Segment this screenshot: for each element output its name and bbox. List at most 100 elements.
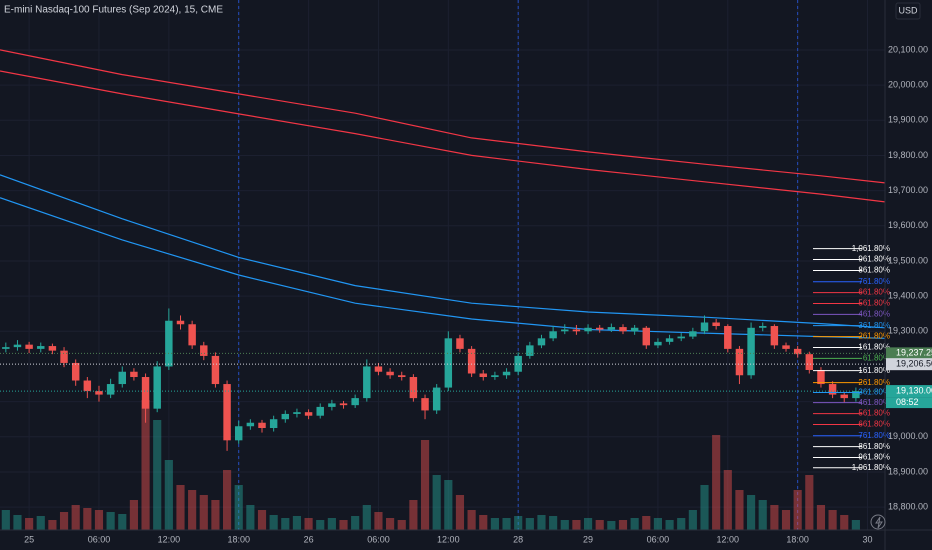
candle-body [165,320,173,367]
volume-bar [816,505,826,530]
candle-body [304,412,313,416]
candle-body [281,413,290,420]
volume-bar [211,500,220,530]
volume-bar [164,460,173,530]
candle-body [805,354,814,370]
x-tick-label: 29 [583,534,593,544]
volume-bar [281,518,290,530]
volume-bar [432,475,441,530]
candle-body [444,338,453,388]
fib-label: 861.80% [858,266,890,275]
candle-body [13,344,22,348]
volume-bar [59,512,69,530]
candle-body [852,391,860,399]
candle-body [188,324,196,346]
volume-bar [455,495,465,530]
volume-bar [805,475,814,530]
chart-title: E-mini Nasdaq-100 Futures (Sep 2024), 15… [4,5,223,16]
candle-body [200,345,208,356]
volume-bar [781,510,791,530]
volume-bar [106,512,115,530]
volume-bar [677,518,686,530]
fib-label: 961.80% [858,453,890,462]
volume-bar [188,490,197,530]
candle-body [37,346,45,349]
volume-bar [607,521,616,530]
x-tick-label: 18:00 [227,534,250,544]
volume-bar [176,485,185,530]
candle-body [48,346,57,351]
x-tick-label: 28 [513,534,523,544]
volume-bar [735,490,744,530]
candle-body [572,329,581,332]
candle-body [724,326,732,349]
fib-label: 61.80% [863,353,890,362]
fib-label: 361.80% [858,388,890,397]
y-tick-label: 19,900.00 [888,115,928,125]
candle-body [456,338,464,349]
fib-label: 561.80% [858,409,890,418]
candle-body [491,375,499,378]
candle-body [25,344,33,349]
icon-ring [870,514,886,530]
fib-label: 161.80% [858,366,890,375]
price-label-bg [886,358,932,371]
volume-bar [583,518,593,530]
countdown: 08:52 [896,397,919,407]
volume-bar [653,518,663,530]
volume-bar [327,518,336,530]
y-tick-label: 20,100.00 [888,44,928,54]
y-tick-label: 19,800.00 [888,150,928,160]
volume-bar [141,400,150,530]
candle-body [665,338,674,342]
y-tick-label: 20,000.00 [888,79,928,89]
volume-bar [304,518,313,530]
candle-body [700,322,709,332]
volume-bar [246,505,255,530]
volume-bar [36,516,45,530]
volume-bar [374,512,383,530]
volume-bar [292,516,302,530]
candle-body [246,422,255,427]
axes: 20,100.00 20,000.00 19,900.00 19,800.00 19,7… [0,44,932,544]
fib-label: 761.80% [858,431,890,440]
x-tick-label: 25 [24,534,34,544]
grid [0,0,885,530]
volume-bar [351,516,360,530]
x-tick-label: 12:00 [437,534,460,544]
candle-body [363,366,371,399]
fib-label: 661.80% [858,420,890,429]
volume-bar [618,520,628,530]
candle-body [83,380,92,392]
candle-body [130,371,138,378]
currency-box[interactable] [895,2,921,20]
volume-bar [94,510,104,530]
fib-label: 1,061.80% [852,463,890,472]
candle-body [793,348,802,355]
volume-pane [1,400,860,530]
countdown-bg [886,397,932,409]
lightning-icon[interactable] [875,516,883,529]
fib-label: 861.80% [858,442,890,451]
candle-body [840,394,848,399]
volume-bar [490,518,499,530]
candle-body [549,331,557,339]
x-tick-label: 12:00 [717,534,740,544]
volume-bar [502,518,511,530]
candle-body [467,348,476,374]
price-label: 19,206.50 [896,359,932,369]
candle-body [747,327,755,376]
volume-bar [257,510,267,530]
moving-average [0,49,885,184]
fib-label: 1,061.80% [852,244,890,253]
fib-label: 161.80% [858,343,890,352]
fib-levels: 1,061.80%961.80%861.80%761.80%661.80%561… [813,244,890,472]
volume-bar [83,508,92,530]
candle-body [409,377,418,399]
y-tick-label: 18,900.00 [888,466,928,476]
candle-body [677,336,685,339]
candle-body [537,338,546,346]
